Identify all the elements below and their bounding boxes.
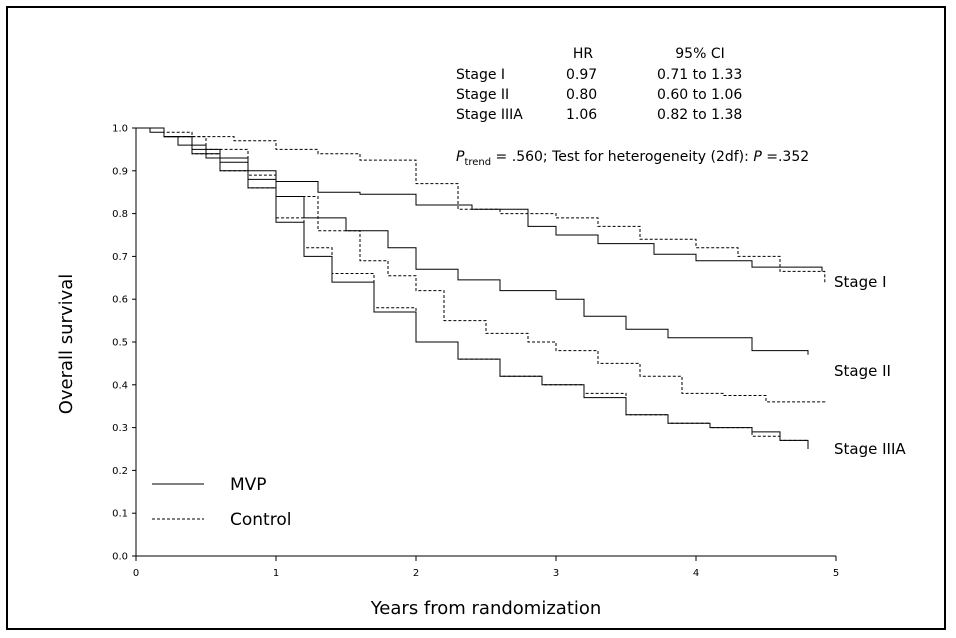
y-tick-label: 0.6	[112, 295, 128, 306]
hr-row-ci: 0.71 to 1.33	[657, 67, 742, 83]
survival-curve-stage-i-mvp	[136, 127, 823, 272]
y-tick-label: 0.9	[112, 166, 128, 177]
y-axis-title: Overall survival	[56, 274, 77, 415]
hr-row-hr: 0.80	[566, 87, 597, 103]
y-tick-label: 0.1	[112, 509, 128, 520]
stat-line: Ptrend = .560; Test for heterogeneity (2…	[456, 149, 809, 168]
legend-label: MVP	[230, 475, 267, 495]
legend: MVP Control	[152, 475, 291, 530]
y-tick-label: 0.4	[112, 380, 128, 391]
stage-label: Stage IIIA	[834, 440, 906, 458]
hr-table: HR 95% CI Stage I 0.97 0.71 to 1.33 Stag…	[456, 46, 742, 123]
hr-row-stage-label: Stage I	[456, 67, 505, 83]
survival-curves	[136, 127, 826, 449]
y-tick-label: 0.2	[112, 466, 128, 477]
x-axis-title: Years from randomization	[370, 598, 602, 619]
legend-label: Control	[230, 510, 291, 530]
x-tick-label: 2	[413, 568, 419, 579]
hr-header: HR	[573, 46, 594, 62]
x-tick-label: 3	[553, 568, 559, 579]
stage-label: Stage II	[834, 362, 891, 380]
p-het-symbol: P	[753, 149, 762, 165]
hr-row-stage-label: Stage IIIA	[456, 107, 523, 123]
p-trend-symbol: P	[456, 149, 465, 165]
ci-header: 95% CI	[675, 46, 724, 62]
survival-curve-stage-iiia-mvp	[136, 127, 809, 449]
p-trend-value: = .560; Test for heterogeneity (2df):	[491, 149, 753, 165]
y-tick-label: 0.8	[112, 209, 128, 220]
y-tick-label: 1.0	[112, 124, 128, 135]
p-trend-subscript: trend	[464, 157, 491, 168]
hr-row-stage-label: Stage II	[456, 87, 509, 103]
stage-label: Stage I	[834, 273, 887, 291]
figure-frame	[6, 6, 946, 630]
y-tick-label: 0.3	[112, 423, 128, 434]
x-ticks: 0 1 2 3 4 5	[133, 556, 839, 579]
x-tick-label: 1	[273, 568, 279, 579]
hr-row-hr: 0.97	[566, 67, 597, 83]
x-tick-label: 0	[133, 568, 139, 579]
survival-curve-stage-ii-control	[136, 127, 826, 405]
survival-curve-stage-i-control	[136, 127, 826, 285]
hr-row-ci: 0.82 to 1.38	[657, 107, 742, 123]
y-tick-label: 0.5	[112, 338, 128, 349]
x-tick-label: 5	[833, 568, 839, 579]
hr-row-ci: 0.60 to 1.06	[657, 87, 742, 103]
y-ticks: 0.0 0.1 0.2 0.3 0.4 0.5 0.6 0.7 0.8 0.9 1.0	[112, 124, 136, 563]
y-tick-label: 0.7	[112, 252, 128, 263]
p-het-value: =.352	[762, 149, 809, 165]
hr-row-hr: 1.06	[566, 107, 597, 123]
x-tick-label: 4	[693, 568, 699, 579]
y-tick-label: 0.0	[112, 552, 128, 563]
survival-curve-stage-iiia-control	[136, 127, 809, 445]
